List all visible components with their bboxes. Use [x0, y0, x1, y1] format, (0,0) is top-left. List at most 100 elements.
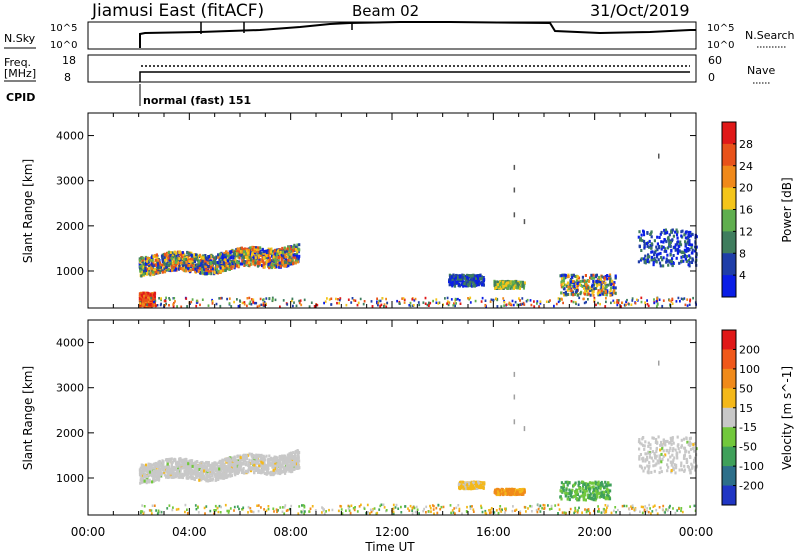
velocity-cell [188, 475, 191, 479]
power-cell [444, 297, 446, 300]
power-cell [500, 281, 503, 285]
freq-trace [139, 71, 690, 82]
power-cell [662, 256, 665, 260]
power-cell [313, 305, 316, 308]
power-cell [664, 228, 667, 232]
power-cell [572, 273, 575, 277]
velocity-cell [483, 482, 486, 486]
velocity-cell [159, 460, 162, 464]
velocity-cell [231, 456, 234, 460]
power-cell [640, 257, 643, 261]
power-cell [579, 292, 582, 296]
power-cell [671, 257, 674, 261]
power-cell [681, 255, 685, 258]
power-cell [471, 278, 474, 282]
power-cell [690, 243, 694, 247]
velocity-data-layer [138, 360, 698, 515]
power-cell [476, 276, 480, 280]
power-cell [599, 277, 602, 281]
power-cell [279, 250, 282, 254]
power-cell [288, 254, 291, 257]
power-cell [241, 249, 244, 253]
power-cell [144, 295, 148, 299]
power-cell [467, 297, 469, 300]
power-cell [169, 262, 172, 266]
power-cell [168, 258, 172, 262]
velocity-cell [257, 466, 260, 470]
power-cell [512, 281, 515, 285]
power-cell [219, 266, 222, 270]
power-cell [163, 255, 166, 259]
velocity-cell [149, 468, 152, 471]
power-cell [662, 245, 665, 249]
power-cell [612, 286, 615, 290]
velocity-cell [185, 462, 188, 466]
power-cell [650, 258, 653, 262]
power-cell [584, 285, 587, 289]
velocity-cell [222, 472, 225, 476]
power-cell [682, 298, 684, 301]
power-cell [669, 259, 672, 263]
velocity-cell [278, 469, 281, 473]
power-cell [155, 304, 157, 307]
power-cell [154, 299, 157, 303]
power-cell [265, 249, 268, 253]
power-cell [452, 304, 455, 307]
power-cell [523, 219, 526, 225]
power-cell [223, 253, 226, 257]
power-cell [289, 258, 292, 262]
power-cell [560, 297, 563, 301]
nsearch-label: N.Search [745, 29, 795, 42]
velocity-cell [185, 458, 188, 462]
power-cell [450, 275, 453, 279]
power-cell [163, 270, 167, 274]
power-cell [687, 233, 690, 237]
velocity-cell [140, 480, 143, 484]
velocity-cell [189, 470, 192, 474]
power-cell [515, 285, 518, 289]
power-cell [297, 250, 300, 254]
power-cell [462, 284, 465, 288]
power-cell [644, 301, 646, 304]
power-cell [669, 304, 671, 307]
power-cell [502, 280, 505, 284]
power-cell [574, 290, 577, 294]
power-cell [182, 260, 185, 264]
velocity-cell [476, 484, 479, 488]
power-cell [271, 262, 274, 266]
power-cell [381, 297, 384, 300]
power-cell [683, 255, 686, 259]
power-cell [146, 291, 149, 295]
power-cell [685, 249, 688, 253]
velocity-cell [217, 473, 220, 477]
power-cell [181, 251, 184, 255]
power-cell [149, 271, 152, 275]
power-cell [294, 261, 297, 265]
power-cell [380, 303, 383, 307]
power-cell [570, 273, 573, 277]
power-cell [625, 300, 627, 304]
power-cell [216, 268, 219, 272]
velocity-cell [233, 468, 236, 472]
power-cell [609, 280, 612, 284]
velocity-cell [166, 467, 169, 471]
velocity-cell [152, 466, 155, 470]
velocity-cell [204, 461, 208, 465]
power-cell [681, 251, 684, 255]
power-cell [285, 255, 288, 259]
power-cell [244, 263, 247, 267]
power-cell [453, 277, 456, 281]
power-cell [292, 249, 295, 253]
power-cell [640, 296, 643, 300]
power-cell [268, 253, 271, 257]
velocity-cell [458, 487, 461, 491]
power-cell [513, 287, 516, 290]
power-cell [165, 257, 168, 261]
power-cell [409, 301, 412, 305]
power-cell [268, 266, 271, 270]
velocity-cell [155, 465, 158, 469]
power-cell [376, 297, 378, 300]
power-cell [250, 248, 253, 252]
power-cell [272, 253, 276, 257]
velocity-cell [223, 462, 226, 466]
